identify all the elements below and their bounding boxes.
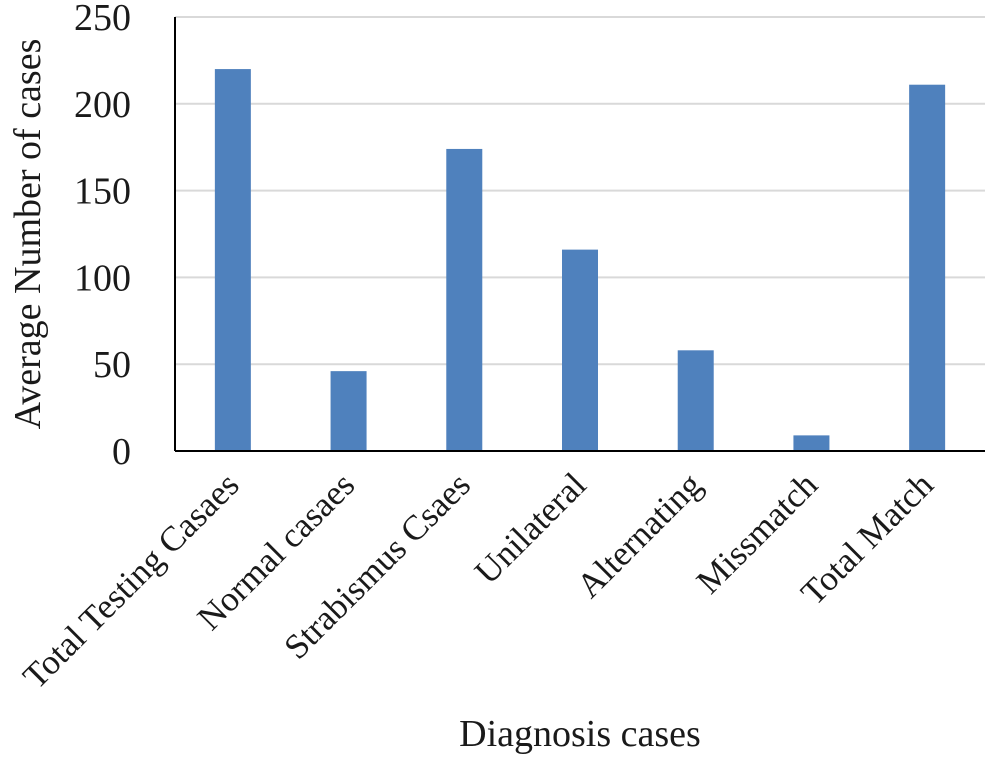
y-tick-label: 50 (93, 344, 131, 386)
y-tick-label: 150 (74, 171, 131, 213)
y-tick-labels: 0 50 100 150 200 250 (74, 0, 131, 473)
y-tick-label: 250 (74, 0, 131, 39)
x-category-label: Total Testing Casaes (15, 465, 246, 696)
y-tick-label: 0 (112, 431, 131, 473)
y-tick-label: 200 (74, 84, 131, 126)
bar-total-testing-casaes (214, 69, 251, 451)
y-tick-label: 100 (74, 257, 131, 299)
gridlines (175, 16, 985, 366)
y-axis-title: Average Number of cases (7, 39, 49, 430)
bar-alternating (677, 350, 714, 451)
bar-total-match (909, 84, 946, 451)
bars (214, 69, 946, 451)
x-axis-title: Diagnosis cases (459, 713, 701, 755)
bar-unilateral (562, 249, 598, 451)
axes (174, 17, 985, 452)
bar-strabismus-csaes (446, 148, 483, 451)
x-category-label: Alternating (569, 465, 709, 605)
bar-normal-casaes (330, 371, 367, 451)
bar-missmatch (793, 435, 830, 451)
